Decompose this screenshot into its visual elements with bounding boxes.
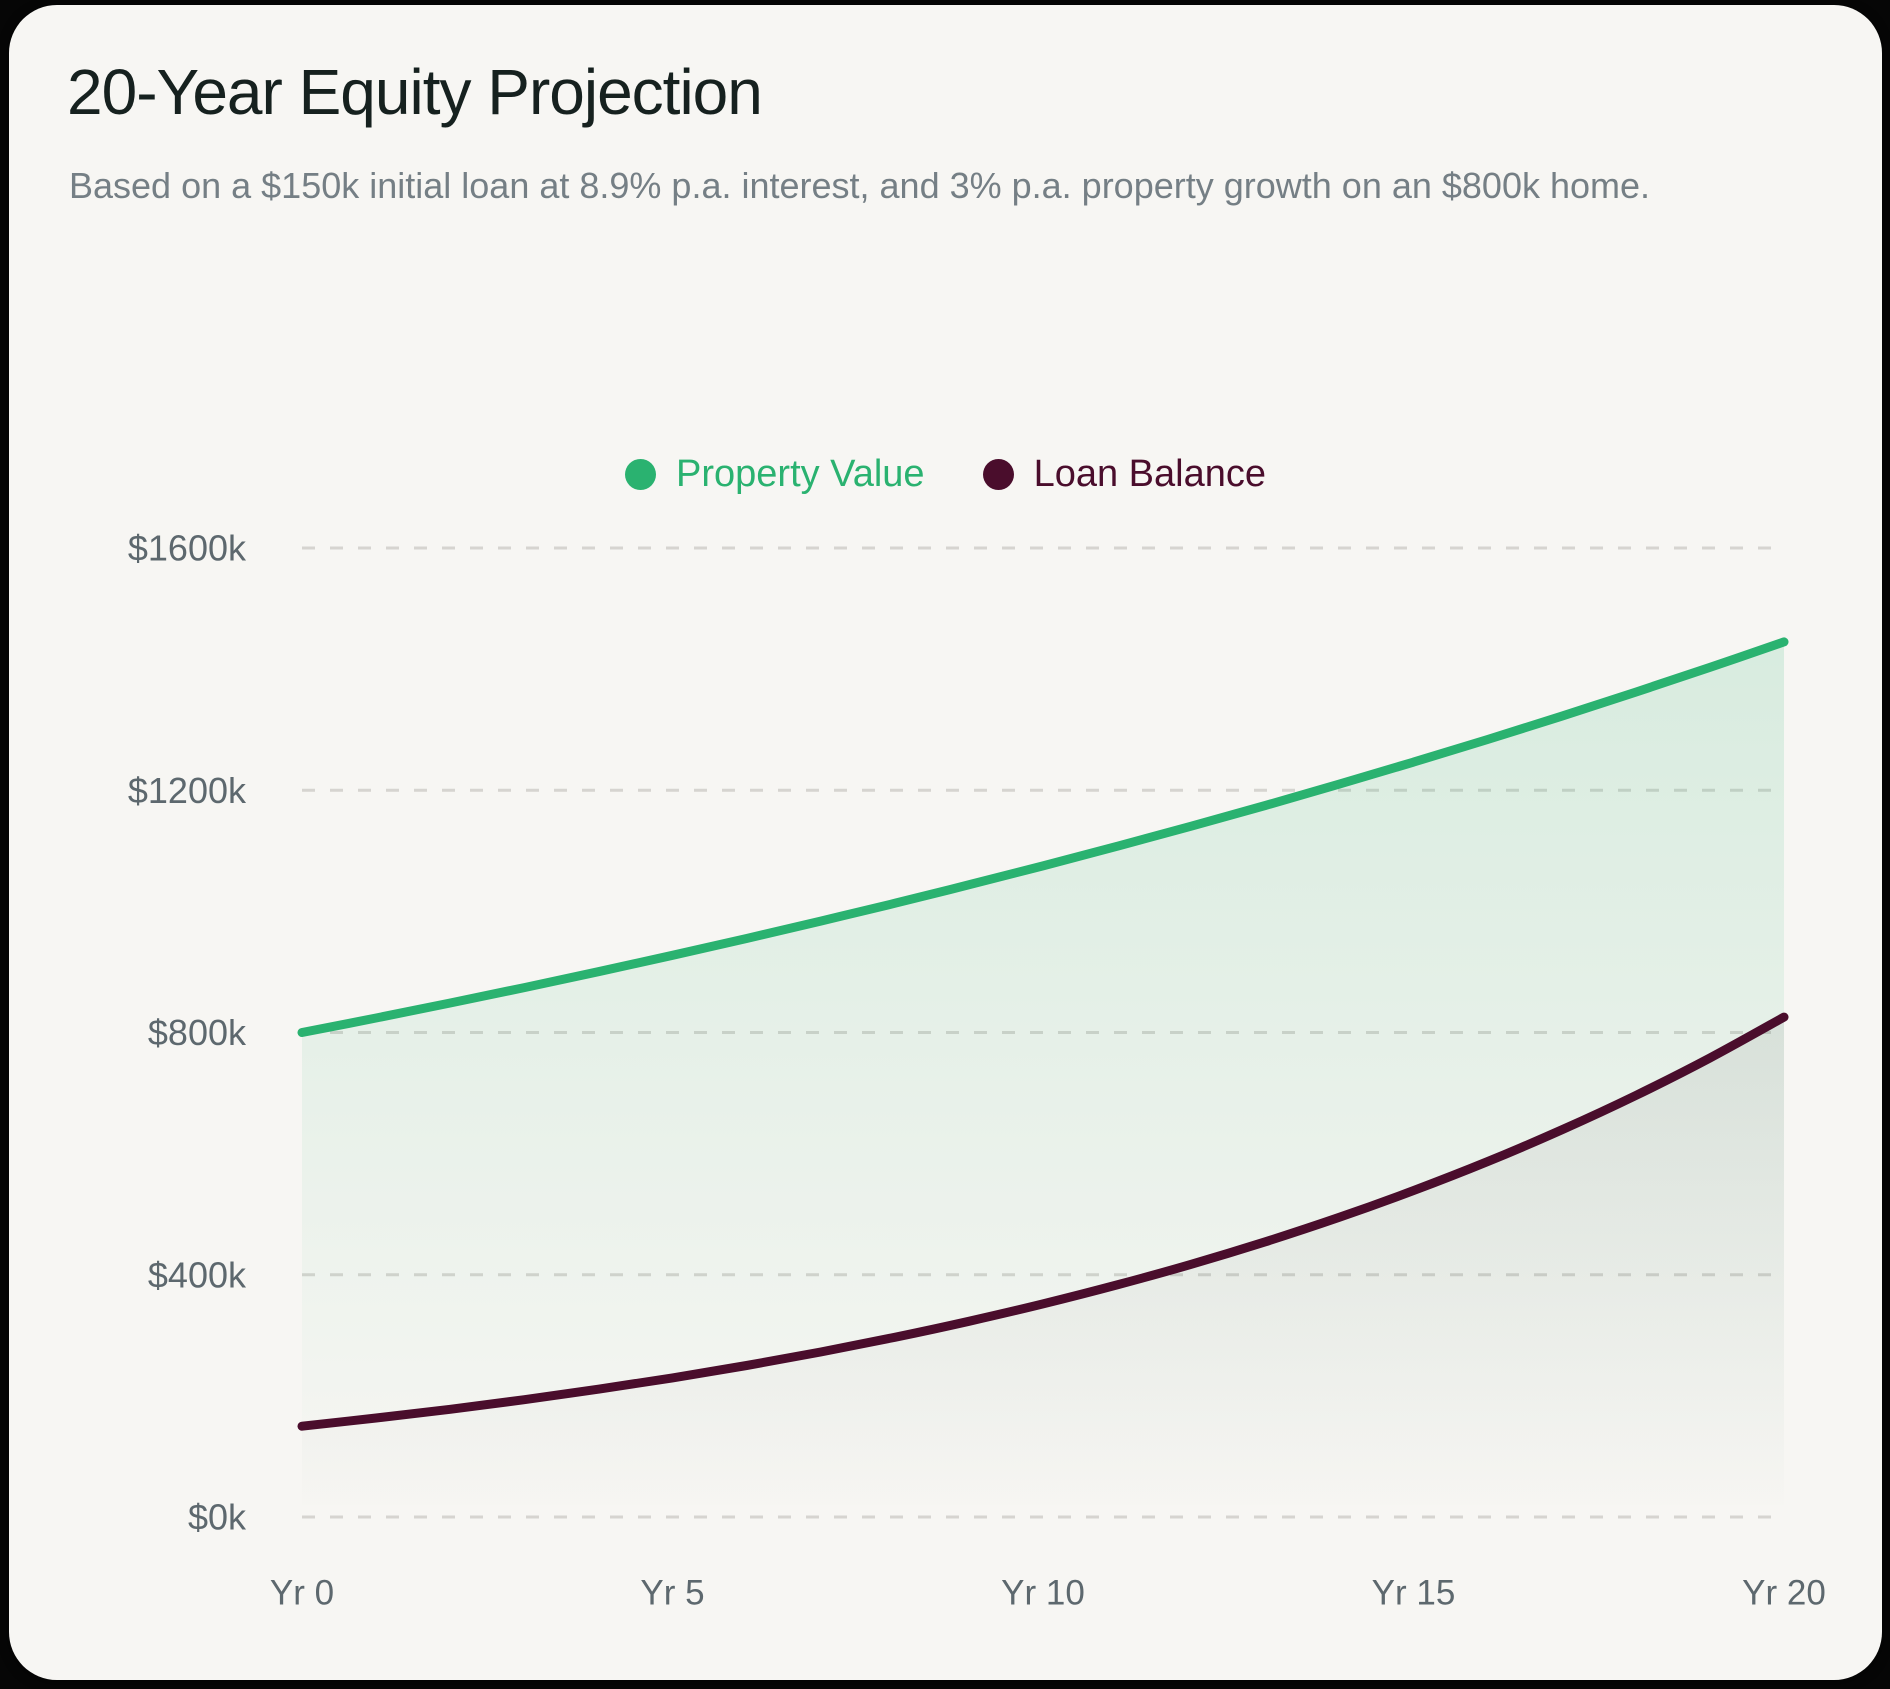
chart-subtitle: Based on a $150k initial loan at 8.9% p.…: [69, 165, 1651, 206]
property-value-legend-dot-icon: [625, 459, 657, 490]
loan-balance-legend-dot-icon: [982, 459, 1014, 490]
y-axis-tick-label: $1600k: [128, 528, 247, 569]
loan-balance-area: [302, 1017, 1784, 1517]
legend-item-loan-balance: Loan Balance: [982, 453, 1266, 496]
y-axis-tick-label: $0k: [188, 1497, 247, 1538]
equity-chart[interactable]: $0k $400k $800k $1200k $1600k Yr 0 Yr 5 Yr 10 Yr…: [89, 505, 1829, 1655]
legend-label: Property Value: [676, 453, 925, 495]
y-axis-tick-label: $800k: [148, 1012, 247, 1053]
equity-card: 20-Year Equity Projection Based on a $15…: [9, 5, 1882, 1680]
y-axis-tick-label: $400k: [148, 1254, 247, 1295]
legend-label: Loan Balance: [1033, 453, 1266, 495]
x-axis-tick-label: Yr 20: [1742, 1574, 1826, 1613]
x-axis-tick-label: Yr 0: [270, 1574, 334, 1613]
property-value-line: [297, 637, 1789, 1037]
y-axis-tick-label: $1200k: [128, 770, 247, 811]
x-axis-tick-label: Yr 15: [1372, 1574, 1456, 1613]
loan-balance-line: [297, 1012, 1789, 1431]
page-title: 20-Year Equity Projection: [67, 56, 763, 128]
chart-legend: Property Value Loan Balance: [9, 453, 1882, 496]
legend-item-property-value: Property Value: [625, 453, 925, 496]
x-axis-tick-label: Yr 5: [640, 1574, 704, 1613]
x-axis-tick-label: Yr 10: [1001, 1574, 1085, 1613]
